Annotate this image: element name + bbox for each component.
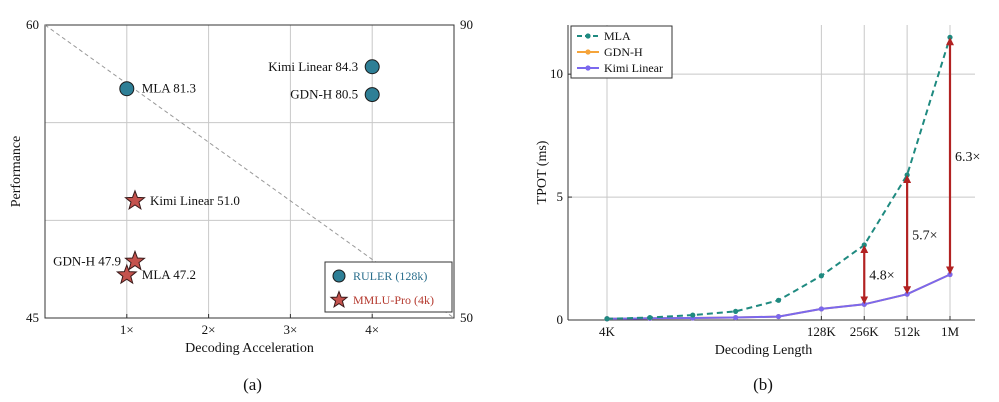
y-axis-label: TPOT (ms) xyxy=(535,140,550,204)
y-tick-label: 5 xyxy=(557,189,564,204)
legend-ruler-marker xyxy=(332,269,346,283)
y-tick-label: 0 xyxy=(557,312,564,327)
series-point-kimi-linear xyxy=(733,314,739,321)
panel-a-performance-vs-acceleration: 1× 2× 3× 4× 45 60 50 90 Decoding Acceleration Per… xyxy=(9,17,473,394)
series-point-mla xyxy=(647,314,653,321)
series-point-mla xyxy=(947,34,953,40)
series-point-mla xyxy=(733,308,739,314)
speedup-label: 6.3× xyxy=(955,150,980,165)
speedup-label: 4.8× xyxy=(869,269,894,284)
point-label: GDN-H 47.9 xyxy=(53,253,121,268)
y-tick-label: 10 xyxy=(550,66,563,81)
series-point-kimi-linear xyxy=(775,313,782,320)
x-tick-label: 1× xyxy=(120,322,134,337)
legend-mmlu-marker xyxy=(329,290,349,309)
series-point-mla xyxy=(904,172,910,178)
speedup-label: 5.7× xyxy=(912,229,937,244)
x-axis-label: Decoding Acceleration xyxy=(185,341,314,356)
ruler-point-marker xyxy=(119,81,135,97)
series-point-kimi-linear xyxy=(861,301,867,307)
plot-frame xyxy=(44,24,455,319)
series-line-mla xyxy=(606,37,951,320)
series-point-kimi-linear xyxy=(904,291,910,297)
x-tick-label: 3× xyxy=(283,322,297,337)
point-label: Kimi Linear 84.3 xyxy=(268,59,358,74)
series-line-kimi-linear xyxy=(606,273,951,320)
legend-box xyxy=(324,261,453,313)
legend-entry-label: MMLU-Pro (4k) xyxy=(353,293,434,307)
x-tick-label: 4K xyxy=(599,324,616,339)
legend-entry-label: MLA xyxy=(604,29,631,43)
x-tick-label: 1M xyxy=(941,324,960,339)
series-point-kimi-linear xyxy=(947,271,953,278)
x-tick-label: 2× xyxy=(202,322,216,337)
legend-swatch-marker xyxy=(585,33,591,39)
x-tick-label: 256K xyxy=(850,324,880,339)
series-point-mla xyxy=(861,242,867,248)
panel-b-tpot-vs-decoding-length: 0 5 10 4K 128K 256K 512k 1M Decoding Length TPOT … xyxy=(535,25,980,394)
series-point-mla xyxy=(818,273,824,279)
legend-entry-label: Kimi Linear xyxy=(604,61,663,75)
panel-caption: (a) xyxy=(243,375,262,394)
point-label: MLA 81.3 xyxy=(142,81,196,96)
mmlu-point-marker xyxy=(124,249,146,271)
legend-entry-label: RULER (128k) xyxy=(353,269,427,283)
left-y-tick-label: 45 xyxy=(26,310,39,325)
x-tick-label: 128K xyxy=(807,324,837,339)
point-label: MLA 47.2 xyxy=(142,267,196,282)
x-tick-label: 512k xyxy=(894,324,921,339)
point-label: GDN-H 80.5 xyxy=(290,87,358,102)
y-axis-label: Performance xyxy=(9,136,24,208)
series-point-mla xyxy=(604,316,610,322)
legend-swatch-marker xyxy=(585,49,591,55)
x-axis-label: Decoding Length xyxy=(715,343,813,358)
ruler-point-marker xyxy=(364,59,380,75)
legend-swatch-marker xyxy=(585,65,591,71)
legend-entry-label: GDN-H xyxy=(604,45,643,59)
ruler-point-marker xyxy=(364,87,380,103)
right-y-tick-label: 90 xyxy=(460,17,473,32)
x-tick-label: 4× xyxy=(365,322,379,337)
series-point-mla xyxy=(690,312,696,318)
series-point-mla xyxy=(775,297,782,303)
panel-caption: (b) xyxy=(753,375,773,394)
series-point-kimi-linear xyxy=(818,306,824,312)
mmlu-point-marker xyxy=(124,189,146,211)
right-y-tick-label: 50 xyxy=(460,310,473,325)
point-label: Kimi Linear 51.0 xyxy=(150,193,240,208)
mmlu-point-marker xyxy=(115,263,138,285)
left-y-tick-label: 60 xyxy=(26,17,39,32)
